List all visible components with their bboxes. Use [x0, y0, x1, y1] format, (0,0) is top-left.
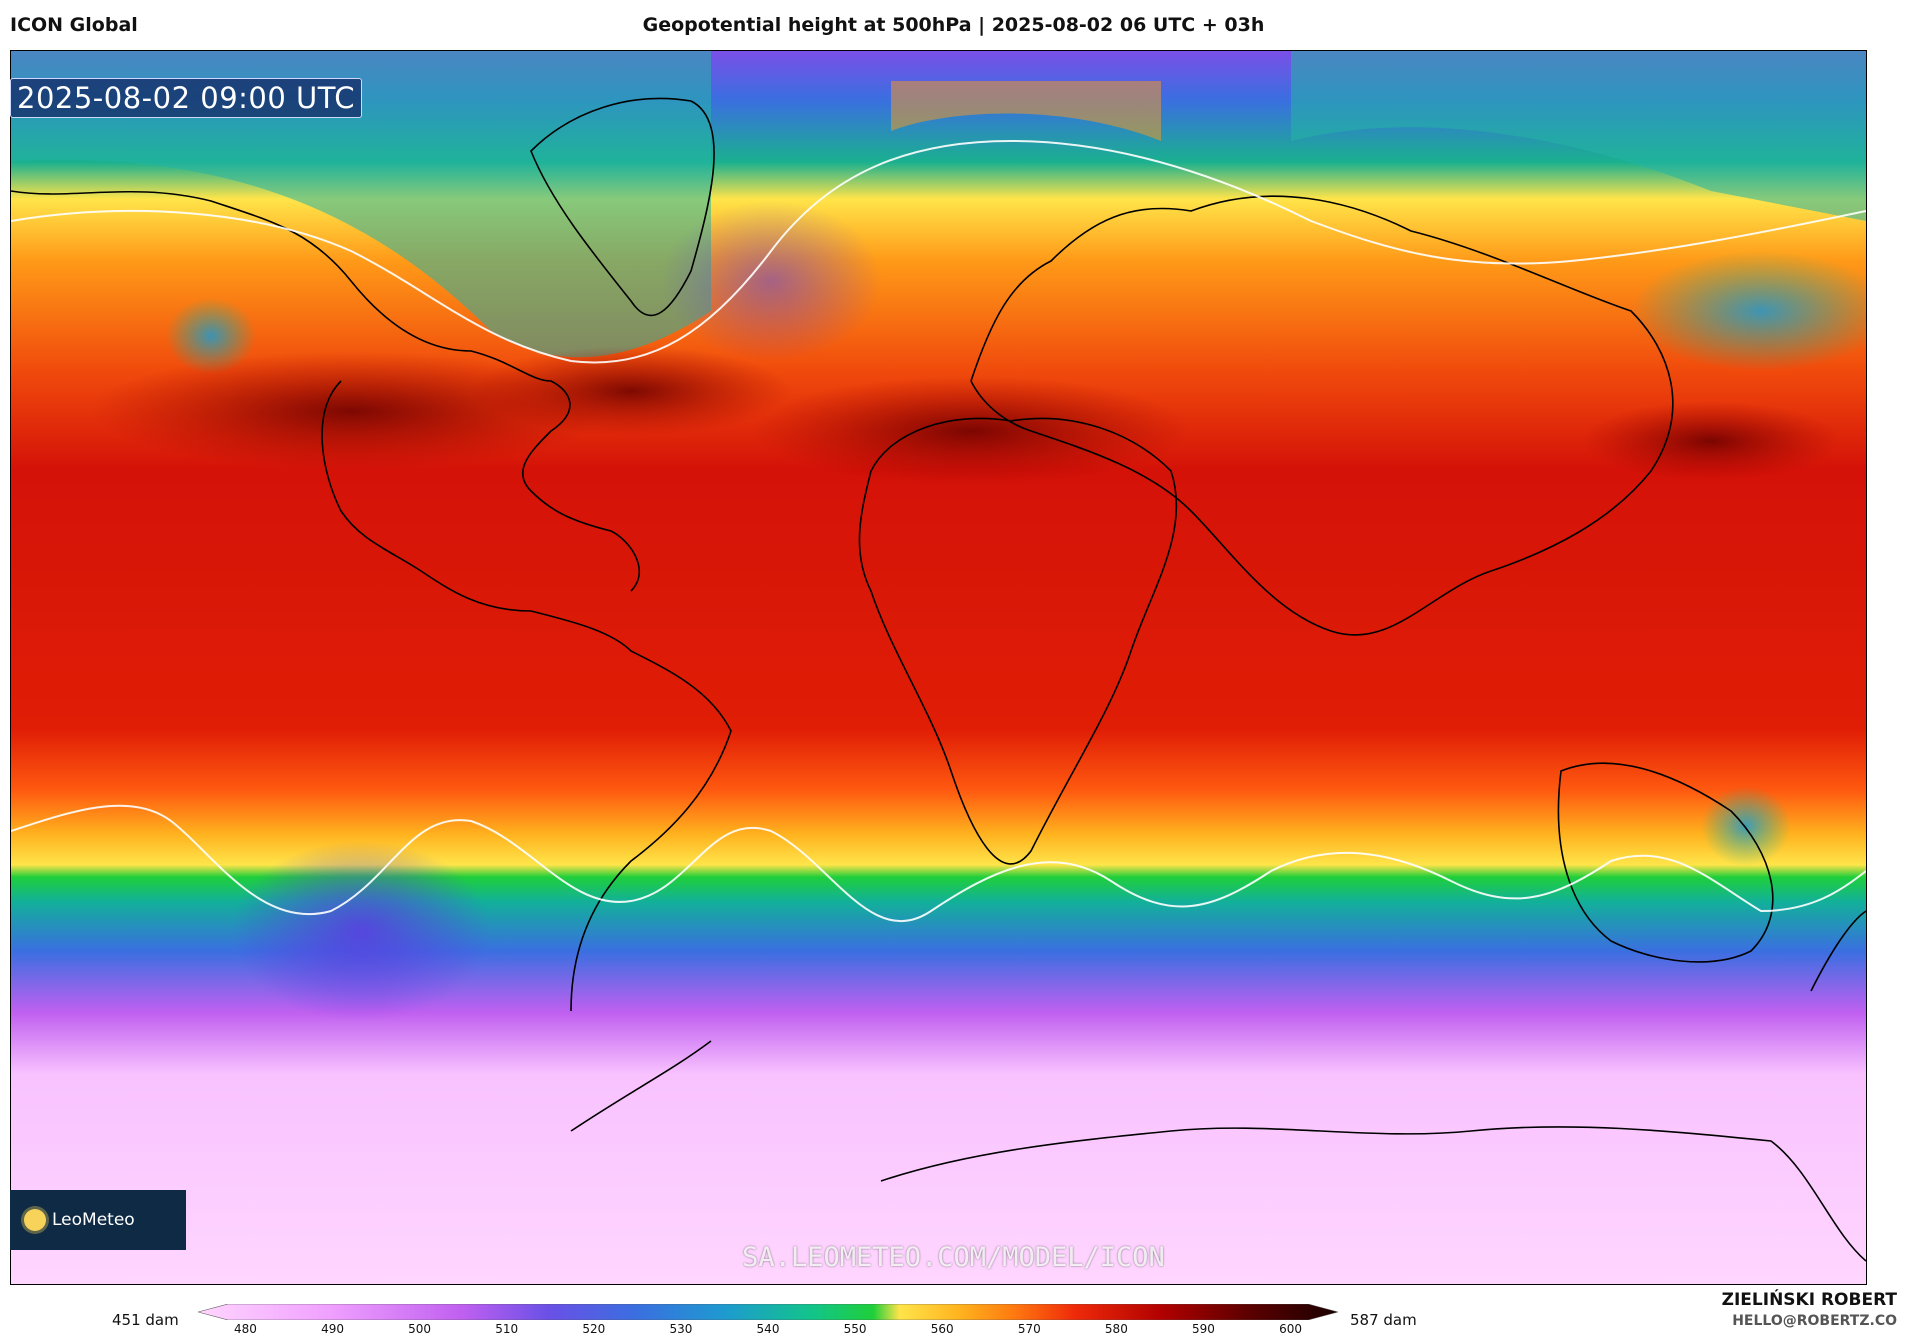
map-frame[interactable] [10, 50, 1867, 1285]
colorbar-tick: 480 [233, 1322, 257, 1336]
low-greenland [661, 201, 881, 361]
colorbar-tick: 580 [1104, 1322, 1128, 1336]
coast-antarctic-peninsula [570, 1040, 712, 1132]
low-bering [1631, 251, 1866, 371]
valid-time-badge: 2025-08-02 09:00 UTC [10, 78, 363, 118]
colorbar-tick: 500 [408, 1322, 432, 1336]
colorbar-tick: 560 [930, 1322, 954, 1336]
coast-new-zealand [1810, 910, 1866, 992]
trough-south-pacific [231, 841, 491, 1021]
subtropical-high-atlantic [471, 346, 791, 436]
geopotential-map[interactable] [11, 51, 1866, 1284]
colorbar-min-label: 451 dam [112, 1311, 179, 1329]
colorbar [198, 1304, 1338, 1320]
model-url-watermark: SA.LEOMETEO.COM/MODEL/ICON [742, 1242, 1165, 1273]
leometeo-logo[interactable]: LeoMeteo [10, 1190, 186, 1250]
chart-title: Geopotential height at 500hPa | 2025-08-… [642, 14, 1265, 36]
colorbar-tick: 510 [495, 1322, 519, 1336]
coast-eurasia [970, 195, 1674, 636]
colorbar-tick: 600 [1279, 1322, 1303, 1336]
height-field [11, 51, 1866, 1284]
subtropical-high-pacific [1581, 401, 1841, 481]
colorbar-tick: 540 [756, 1322, 780, 1336]
coast-greenland [530, 97, 715, 317]
colorbar-max-label: 587 dam [1350, 1311, 1417, 1329]
northern-trough-pacific [1291, 51, 1866, 221]
coast-north-america [11, 190, 641, 592]
contour-552-south [11, 804, 1866, 923]
sun-icon [24, 1209, 46, 1231]
colorbar-fill [198, 1304, 1338, 1320]
colorbar-tick: 490 [321, 1322, 344, 1336]
coast-antarctica [880, 1126, 1866, 1262]
logo-text: LeoMeteo [52, 1210, 135, 1230]
coast-africa [858, 417, 1178, 865]
cutoff-low-australia [1701, 786, 1791, 866]
author-email: HELLO@ROBERTZ.CO [1732, 1313, 1897, 1329]
coast-south-america [530, 610, 732, 1012]
coastlines [11, 97, 1866, 1262]
colorbar-tick: 530 [669, 1322, 693, 1336]
model-name: ICON Global [10, 14, 138, 36]
colorbar-tick: 590 [1192, 1322, 1215, 1336]
colorbar-tick: 570 [1017, 1322, 1041, 1336]
coast-australia [1557, 762, 1774, 963]
contour-552-north [11, 139, 1866, 364]
coast-mexico [321, 380, 532, 612]
author-name: ZIELIŃSKI ROBERT [1721, 1290, 1897, 1310]
ridge-europe [891, 81, 1161, 141]
subtropical-high-sahara [751, 376, 1191, 486]
northern-trough-americas [11, 51, 711, 358]
contour-552 [11, 139, 1866, 923]
cutoff-low-alaska [166, 298, 256, 374]
colorbar-tick: 520 [582, 1322, 606, 1336]
colorbar-tick: 550 [843, 1322, 867, 1336]
